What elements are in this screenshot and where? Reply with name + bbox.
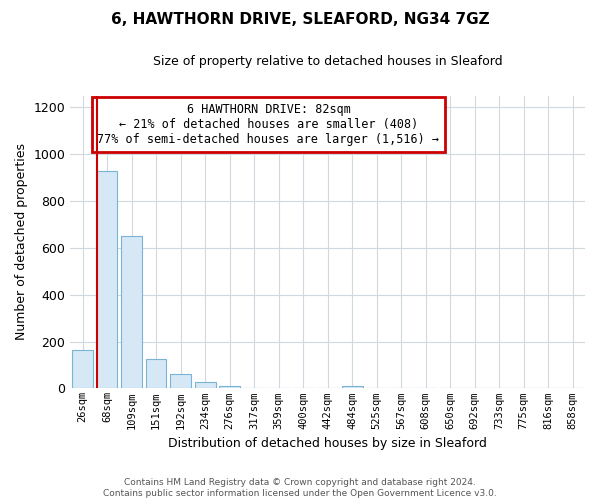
Bar <box>219 386 240 388</box>
Bar <box>72 350 93 389</box>
Bar <box>121 236 142 388</box>
Y-axis label: Number of detached properties: Number of detached properties <box>15 144 28 340</box>
X-axis label: Distribution of detached houses by size in Sleaford: Distribution of detached houses by size … <box>168 437 487 450</box>
Text: Contains HM Land Registry data © Crown copyright and database right 2024.
Contai: Contains HM Land Registry data © Crown c… <box>103 478 497 498</box>
Title: Size of property relative to detached houses in Sleaford: Size of property relative to detached ho… <box>153 55 502 68</box>
Text: 6, HAWTHORN DRIVE, SLEAFORD, NG34 7GZ: 6, HAWTHORN DRIVE, SLEAFORD, NG34 7GZ <box>110 12 490 28</box>
Bar <box>342 386 362 388</box>
Text: 6 HAWTHORN DRIVE: 82sqm
← 21% of detached houses are smaller (408)
77% of semi-d: 6 HAWTHORN DRIVE: 82sqm ← 21% of detache… <box>97 103 439 146</box>
Bar <box>97 170 118 388</box>
Bar <box>170 374 191 388</box>
Bar <box>194 382 215 388</box>
Bar <box>146 358 166 388</box>
